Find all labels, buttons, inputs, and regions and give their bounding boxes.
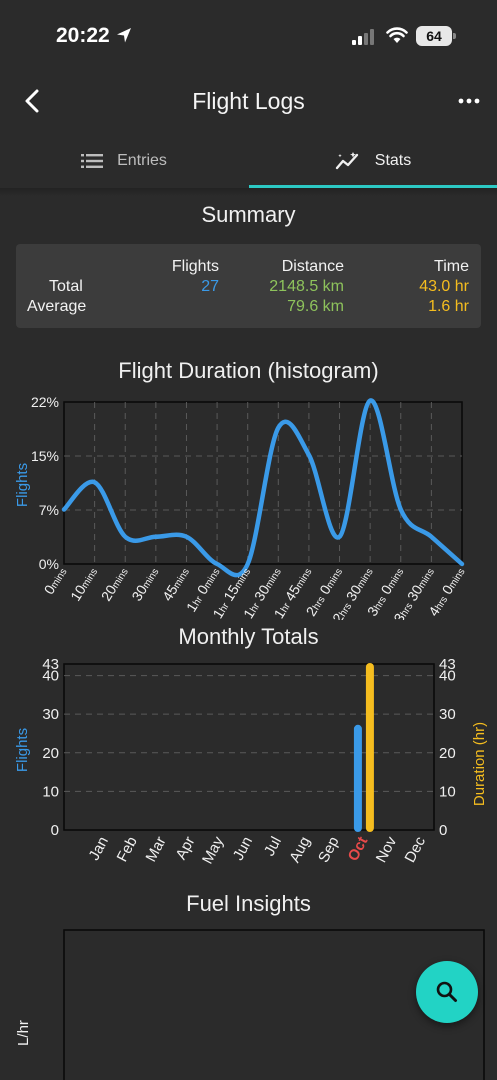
duration-x-tick-part: mins [325, 567, 346, 591]
monthly-x-tick: Feb [114, 834, 141, 865]
monthly-x-tick: Mar [142, 834, 169, 865]
duration-x-tick-part: mins [386, 567, 407, 591]
monthly-x-tick: Jun [230, 834, 256, 863]
monthly-y-tick-right: 40 [439, 668, 456, 685]
duration-x-tick-part: 45 [159, 582, 181, 604]
summary-card: Flights Distance Time Total 27 2148.5 km… [16, 244, 481, 328]
active-tab-indicator [249, 185, 497, 188]
duration-plot-frame [63, 401, 463, 565]
fuel-y-label: L/hr [15, 1020, 32, 1046]
duration-x-tick-part: 10 [67, 582, 89, 604]
chart-line-icon [335, 152, 358, 170]
monthly-y-tick-left: 30 [42, 706, 59, 723]
search-icon [436, 981, 457, 1002]
monthly-y-tick-right: 20 [439, 745, 456, 762]
fuel-chart-frame [63, 929, 485, 1080]
monthly-y-tick-right: 30 [439, 706, 456, 723]
more-horizontal-icon[interactable] [452, 84, 486, 118]
duration-x-tick-part: mins [355, 567, 376, 591]
monthly-y-tick-left: 20 [42, 745, 59, 762]
duration-chart: 22%15%7%0%Flights0mins10mins20mins30mins… [14, 394, 468, 620]
monthly-y-tick-left: 43 [42, 656, 59, 673]
page-title: Flight Logs [192, 88, 305, 114]
row-total-label: Total [49, 278, 83, 295]
fuel-chart-title: Fuel Insights [186, 891, 311, 916]
status-bar: 20:22 64 [0, 0, 497, 70]
monthly-x-tick: Jan [86, 834, 112, 863]
col-flights-header: Flights [171, 258, 219, 275]
tab-entries-label: Entries [117, 152, 167, 169]
row-average-label: Average [27, 298, 87, 315]
monthly-x-tick: Dec [402, 833, 430, 865]
location-arrow-icon [117, 28, 131, 43]
monthly-y-tick-right: 10 [439, 783, 456, 800]
duration-chart-title: Flight Duration (histogram) [118, 358, 379, 383]
col-distance-header: Distance [281, 258, 344, 275]
duration-x-tick: 20mins [98, 564, 131, 604]
monthly-x-tick: Jul [261, 834, 285, 859]
duration-x-tick-part: mins [202, 567, 223, 591]
monthly-x-tick: Aug [286, 834, 314, 866]
monthly-y-label-left: Flights [14, 728, 31, 772]
duration-x-tick-part: mins [171, 567, 192, 591]
tab-bar-shadow [0, 188, 497, 196]
monthly-y-tick-left: 10 [42, 783, 59, 800]
duration-x-tick-part: mins [416, 567, 437, 591]
wifi-icon [386, 27, 408, 43]
monthly-y-tick-left: 0 [51, 822, 59, 839]
duration-x-tick-part: 30 [128, 582, 150, 604]
monthly-x-tick: May [199, 833, 228, 866]
duration-x-tick-part: 3 [390, 610, 408, 620]
monthly-x-tick: Apr [172, 834, 198, 863]
duration-y-tick: 7% [39, 502, 59, 518]
total-time-value: 43.0 hr [419, 278, 469, 295]
summary-title: Summary [201, 202, 296, 227]
duration-x-tick-part: 2 [329, 610, 347, 620]
signal-icon [352, 29, 374, 45]
battery-level: 64 [426, 28, 442, 44]
duration-y-label: Flights [14, 463, 31, 507]
tab-stats[interactable]: Stats [249, 136, 497, 186]
duration-x-tick-part: mins [141, 567, 162, 591]
search-fab[interactable] [416, 961, 478, 1023]
monthly-plot-frame [63, 663, 435, 831]
battery-icon: 64 [416, 26, 456, 46]
monthly-y-tick-left: 40 [42, 668, 59, 685]
duration-y-tick: 15% [31, 448, 59, 464]
avg-distance-value: 79.6 km [287, 298, 344, 315]
duration-y-tick: 22% [31, 394, 59, 410]
monthly-y-tick-right: 43 [439, 656, 456, 673]
duration-x-tick-part: mins [110, 567, 131, 591]
app-header: Flight Logs [0, 70, 497, 132]
fuel-chart: L/hr [15, 929, 485, 1080]
duration-y-tick: 0% [39, 556, 59, 572]
list-icon [81, 154, 104, 168]
duration-x-tick: 10mins [67, 564, 100, 604]
monthly-y-label-right: Duration (hr) [471, 722, 488, 806]
duration-x-tick: 30mins [128, 564, 161, 604]
chevron-left-icon[interactable] [16, 84, 50, 118]
duration-x-tick-part: mins [294, 567, 315, 591]
duration-x-tick-part: 20 [98, 582, 120, 604]
duration-x-tick-part: mins [233, 567, 254, 591]
avg-time-value: 1.6 hr [428, 298, 469, 315]
monthly-x-tick: Oct [345, 834, 372, 864]
status-time: 20:22 [56, 24, 110, 47]
monthly-y-tick-right: 0 [439, 822, 447, 839]
duration-x-tick: 45mins [159, 564, 192, 604]
tab-entries[interactable]: Entries [0, 136, 248, 186]
duration-series-line [61, 398, 465, 578]
col-time-header: Time [434, 258, 469, 275]
total-flights-value: 27 [201, 278, 219, 295]
total-distance-value: 2148.5 km [269, 278, 344, 295]
monthly-x-tick: Sep [315, 834, 343, 866]
tab-stats-label: Stats [374, 152, 412, 169]
duration-x-tick-part: mins [263, 567, 284, 591]
duration-x-tick-part: mins [447, 567, 468, 591]
monthly-chart-title: Monthly Totals [178, 624, 319, 649]
monthly-x-tick: Nov [373, 833, 401, 865]
duration-x-tick-part: mins [80, 567, 101, 591]
tab-bar: Entries Stats [0, 136, 497, 188]
